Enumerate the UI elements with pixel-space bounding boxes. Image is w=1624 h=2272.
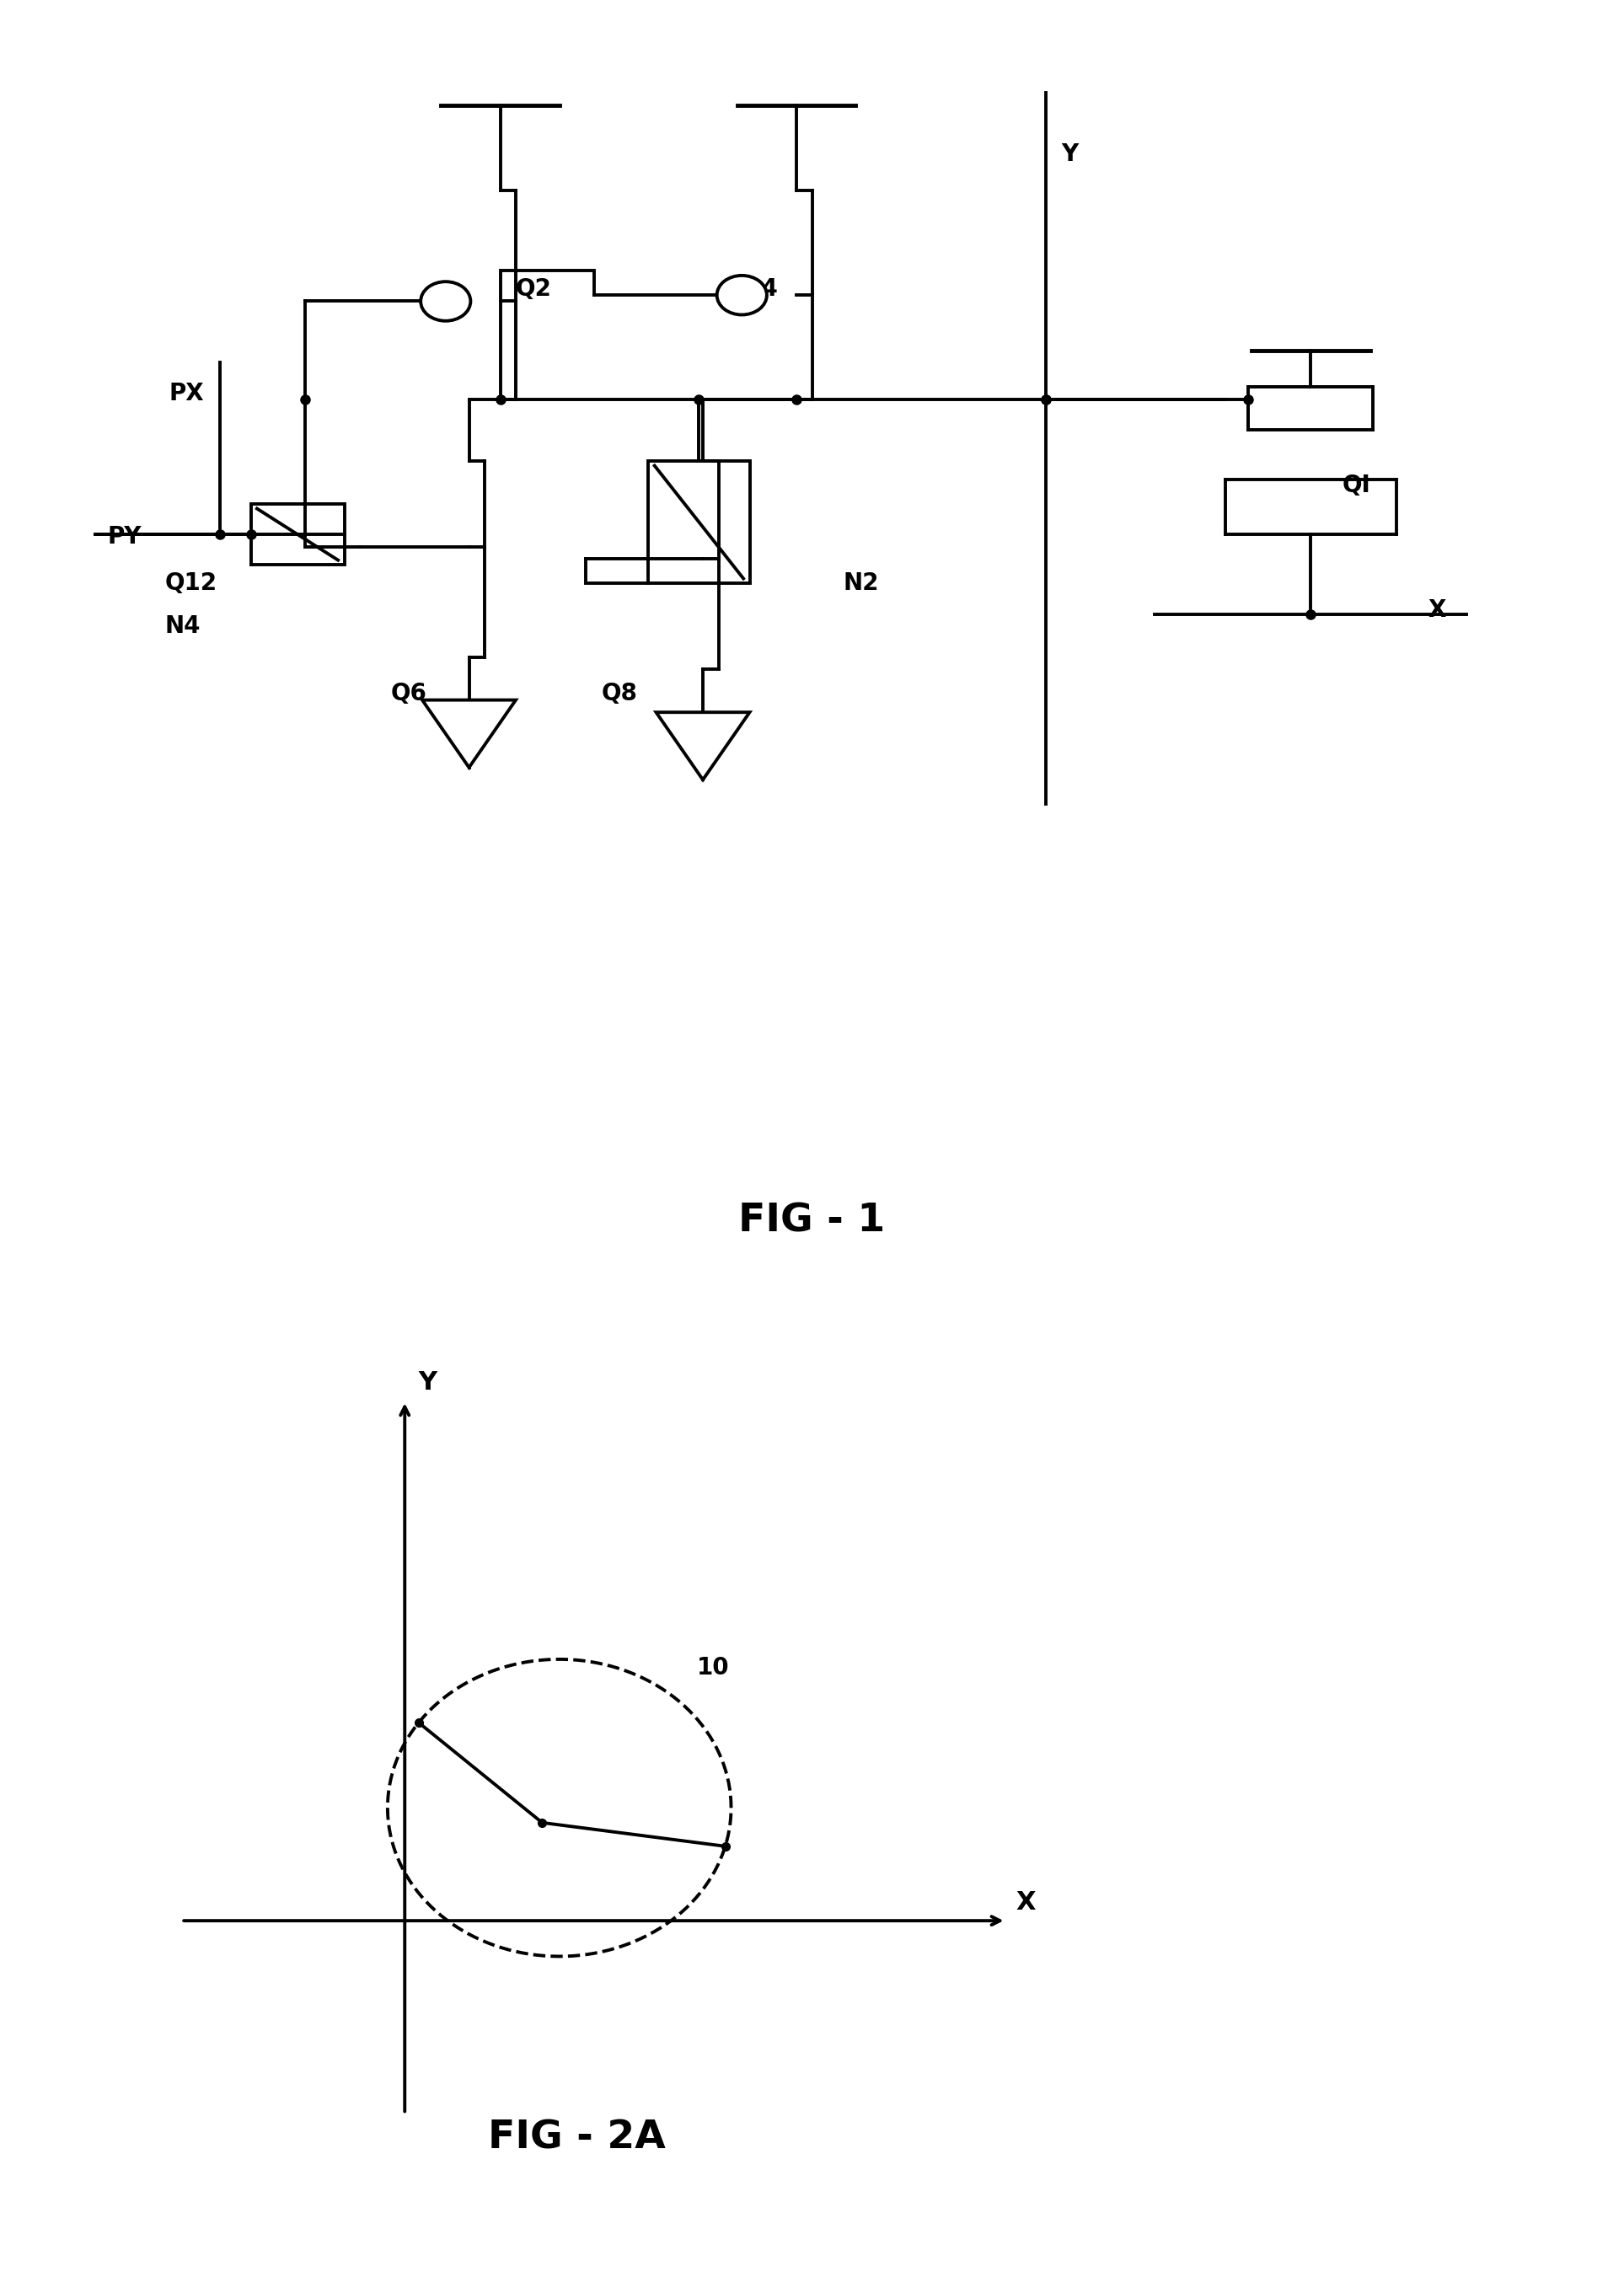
- Text: 10: 10: [697, 1656, 729, 1679]
- Text: X: X: [1427, 598, 1445, 623]
- Circle shape: [716, 275, 767, 316]
- Text: Q6: Q6: [391, 682, 427, 707]
- Text: FIG - 2A: FIG - 2A: [487, 2120, 666, 2156]
- Text: Q4: Q4: [742, 277, 778, 300]
- Text: PY: PY: [107, 525, 141, 548]
- Text: Y: Y: [1062, 143, 1078, 166]
- Text: Y: Y: [419, 1370, 437, 1395]
- Text: Q8: Q8: [601, 682, 638, 707]
- Text: N2: N2: [843, 573, 879, 595]
- Polygon shape: [422, 700, 516, 768]
- Text: QI: QI: [1341, 473, 1371, 498]
- Polygon shape: [656, 713, 750, 779]
- Text: X: X: [1017, 1890, 1036, 1915]
- Text: PX: PX: [169, 382, 205, 404]
- Text: Q12: Q12: [166, 570, 218, 595]
- Text: Q2: Q2: [516, 277, 552, 300]
- Circle shape: [421, 282, 471, 320]
- Text: FIG - 1: FIG - 1: [739, 1202, 885, 1241]
- Text: N4: N4: [166, 613, 201, 638]
